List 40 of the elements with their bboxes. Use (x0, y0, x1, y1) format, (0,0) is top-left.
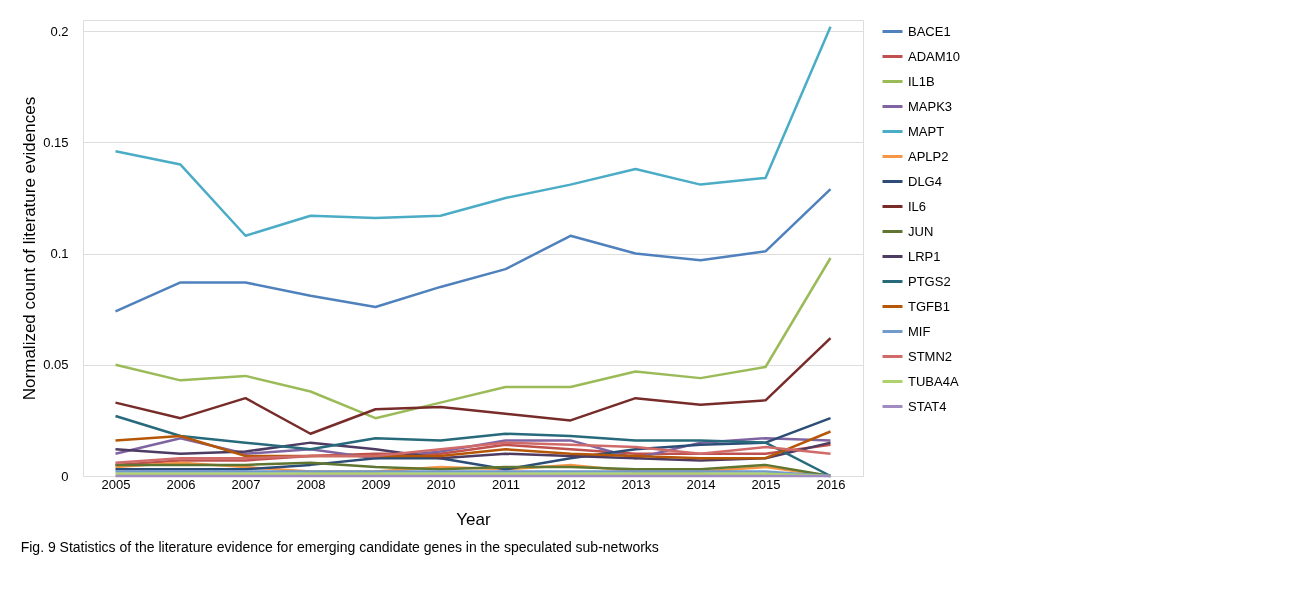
legend-label: MAPK3 (908, 98, 953, 114)
x-tick-label: 2005 (101, 476, 131, 492)
legend-label: LRP1 (908, 248, 941, 264)
x-tick-label: 2008 (296, 476, 326, 492)
x-tick-label: 2016 (816, 476, 846, 492)
caption: Fig. 9 Statistics of the literature evidence for emerging candidate genes in the speculated sub-networks (20, 539, 659, 555)
legend-label: STAT4 (908, 398, 947, 414)
legend-label: JUN (908, 223, 934, 239)
x-tick-label: 2011 (492, 476, 520, 492)
y-axis-title: Normalized count of literature evidences (20, 96, 40, 401)
x-axis-title: Year (456, 509, 492, 529)
line-series (114, 336, 832, 435)
y-tick-label: 0.05 (43, 357, 69, 373)
legend-label: IL1B (908, 73, 935, 89)
x-tick-label: 2006 (166, 476, 196, 492)
legend-label: MAPT (908, 123, 945, 139)
x-tick-label: 2007 (231, 476, 261, 492)
legend-label: IL6 (908, 198, 927, 214)
legend-label: TUBA4A (908, 373, 959, 389)
legend-label: MIF (908, 323, 931, 339)
y-tick-label: 0.1 (50, 246, 69, 262)
legend-label: STMN2 (908, 348, 953, 364)
line-series (114, 25, 832, 238)
x-tick-label: 2009 (361, 476, 391, 492)
legend-label: PTGS2 (908, 273, 951, 289)
y-tick-label: 0.2 (50, 23, 69, 39)
x-tick-label: 2015 (751, 476, 781, 492)
y-tick-label: 0 (61, 468, 69, 484)
x-tick-label: 2010 (426, 476, 456, 492)
x-tick-label: 2014 (686, 476, 716, 492)
line-series (114, 256, 832, 420)
x-tick-label: 2013 (621, 476, 651, 492)
y-tick-label: 0.15 (43, 134, 69, 150)
line-series (114, 187, 832, 313)
x-tick-label: 2012 (556, 476, 586, 492)
legend-label: APLP2 (908, 148, 949, 164)
legend-label: ADAM10 (908, 48, 961, 64)
legend-label: BACE1 (908, 23, 951, 39)
legend-label: DLG4 (908, 173, 942, 189)
legend-label: TGFB1 (908, 298, 950, 314)
